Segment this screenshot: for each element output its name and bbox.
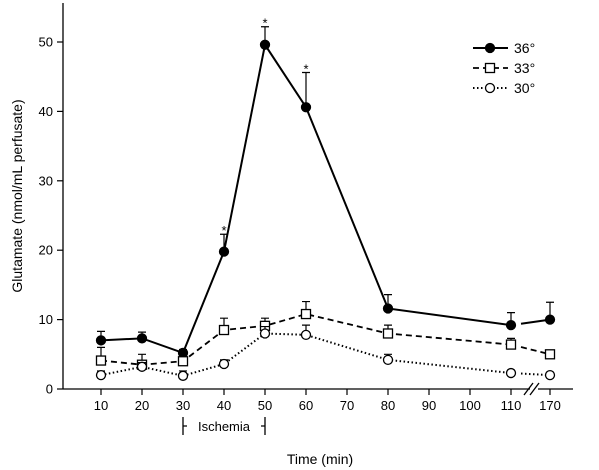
- series-line-33: [100, 313, 512, 366]
- legend-label-33: 33°: [514, 60, 535, 76]
- significance-marker-x60: *: [303, 62, 308, 77]
- point-30-x170: [544, 369, 556, 381]
- series-33: [95, 300, 556, 370]
- point-30-x40: [218, 358, 230, 370]
- x-tick-label-50: 50: [258, 398, 272, 413]
- legend-marker-30: [484, 82, 496, 94]
- legend-label-36: 36°: [514, 40, 535, 56]
- x-tick-label-100: 100: [459, 398, 481, 413]
- point-30-x110: [505, 367, 517, 379]
- legend-item-30: 30°: [473, 80, 535, 96]
- point-36-x20: [136, 333, 148, 344]
- error-bar-36-x60: [302, 71, 310, 108]
- x-tick-label-170: 170: [539, 398, 561, 413]
- axes: [62, 3, 573, 396]
- point-33-x60: [300, 308, 312, 320]
- ischemia-label: Ischemia: [198, 419, 251, 434]
- significance-marker-x40: *: [221, 223, 226, 238]
- legend-item-33: 33°: [473, 60, 535, 76]
- point-36-x110: [505, 320, 517, 331]
- point-33-x80: [382, 328, 394, 339]
- point-36-x80: [382, 303, 394, 314]
- point-30-x80: [382, 354, 394, 366]
- x-tick-label-70: 70: [340, 398, 354, 413]
- x-tick-label-20: 20: [135, 398, 149, 413]
- series-layer: [95, 26, 556, 381]
- y-tick-label-0: 0: [46, 382, 53, 397]
- x-break-mark-1: [523, 382, 534, 396]
- point-33-x170: [544, 349, 556, 360]
- series-line-36: [100, 42, 512, 355]
- legend-marker-33: [484, 62, 496, 74]
- point-33-x40: [218, 324, 230, 336]
- point-30-x10: [95, 369, 107, 381]
- y-tick-label-10: 10: [39, 312, 53, 327]
- y-axis-title: Glutamate (nmol/mL perfusate): [9, 99, 25, 292]
- x-tick-label-30: 30: [176, 398, 190, 413]
- y-tick-label-40: 40: [39, 104, 53, 119]
- x-axis-title: Time (min): [287, 451, 353, 467]
- point-30-x60: [300, 329, 312, 341]
- annotation-layer: * * * Ischemia: [182, 16, 309, 435]
- point-36-x10: [95, 335, 107, 346]
- point-33-x10: [95, 355, 107, 366]
- point-30-x50: [259, 328, 271, 339]
- ischemia-annotation: Ischemia: [182, 417, 266, 435]
- point-30-x30: [177, 370, 189, 381]
- y-tick-label-30: 30: [39, 173, 53, 188]
- y-ticks: 0 10 20 30 40 50: [39, 35, 63, 397]
- x-ticks: 10 20 30 40 50 60 70 80 90 100 110 170: [94, 389, 561, 413]
- series-36: [95, 26, 556, 359]
- x-break-mark-2: [529, 382, 540, 396]
- legend-marker-36: [484, 42, 496, 54]
- y-tick-label-20: 20: [39, 243, 53, 258]
- legend-label-30: 30°: [514, 80, 535, 96]
- x-axis-break-marks: [523, 382, 540, 396]
- x-tick-label-40: 40: [217, 398, 231, 413]
- x-tick-label-60: 60: [299, 398, 313, 413]
- point-36-x170: [544, 314, 556, 325]
- point-33-x30: [177, 356, 189, 367]
- legend-item-36: 36°: [473, 40, 535, 56]
- legend: 36° 33° 30°: [473, 40, 535, 96]
- x-tick-label-90: 90: [422, 398, 436, 413]
- series-line-30: [100, 332, 512, 377]
- x-tick-label-10: 10: [94, 398, 108, 413]
- series-30: [95, 324, 556, 381]
- point-30-x20: [136, 361, 148, 372]
- point-33-x110: [505, 339, 517, 350]
- point-36-x50: [259, 39, 271, 50]
- point-36-x40: [218, 246, 230, 257]
- significance-marker-x50: *: [262, 16, 267, 31]
- x-tick-label-80: 80: [381, 398, 395, 413]
- point-36-x60: [300, 102, 312, 113]
- y-tick-label-50: 50: [39, 35, 53, 50]
- x-tick-label-110: 110: [501, 398, 522, 413]
